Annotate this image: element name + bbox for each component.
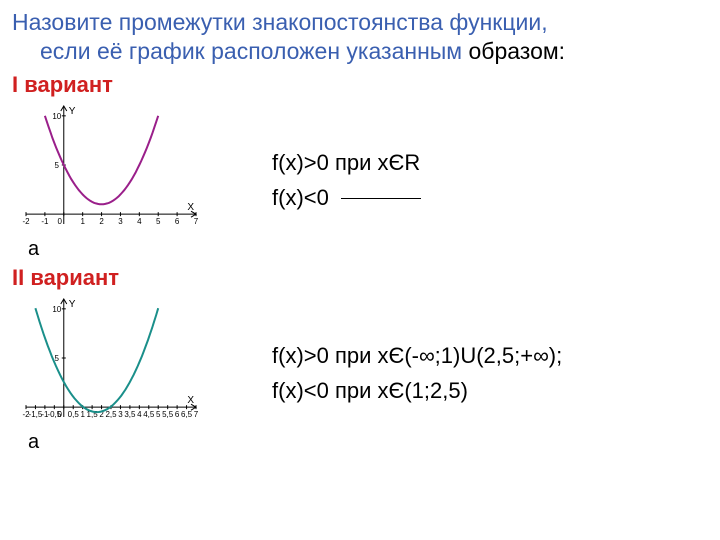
svg-text:10: 10 [52,304,61,313]
page-title: Назовите промежутки знакопостоянства фун… [12,8,708,66]
variant1-section: -2 -1 1 2 3 4 5 6 7 5 10 0 X Y а f(x)>0 при xЄR f(x)<… [12,100,708,261]
formula1b: f(x)<0 [272,185,329,210]
svg-text:7: 7 [194,217,199,226]
svg-text:5: 5 [156,410,161,419]
variant1-label: I вариант [12,72,708,98]
svg-text:5,5: 5,5 [162,410,174,419]
svg-text:6,5: 6,5 [181,410,193,419]
variant1-formulas: f(x)>0 при xЄR f(x)<0 [272,145,421,215]
title-line2b: образом: [469,38,566,64]
svg-text:5: 5 [156,217,161,226]
svg-text:0,5: 0,5 [68,410,80,419]
svg-text:7: 7 [194,410,199,419]
svg-text:4: 4 [137,410,142,419]
title-line1: Назовите промежутки знакопостоянства фун… [12,9,548,35]
svg-text:Y: Y [69,299,76,310]
svg-text:3: 3 [118,217,123,226]
svg-text:5: 5 [55,161,60,170]
svg-text:6: 6 [175,217,180,226]
svg-text:-2: -2 [22,217,30,226]
svg-text:X: X [187,202,194,213]
variant2-formulas: f(x)>0 при xЄ(-∞;1)U(2,5;+∞); f(x)<0 при… [272,338,562,408]
formula1a: f(x)>0 при xЄR [272,145,421,180]
svg-text:6: 6 [175,410,180,419]
svg-text:3: 3 [118,410,123,419]
svg-text:4: 4 [137,217,142,226]
svg-text:Y: Y [69,106,76,117]
svg-text:1: 1 [80,410,85,419]
chart2: -2-1,5-1-0,50,511,522,533,544,555,566,57… [12,293,202,433]
chart2-caption: а [28,431,39,454]
svg-text:10: 10 [52,111,61,120]
svg-text:-1: -1 [41,217,49,226]
blank-line [341,198,421,199]
svg-text:4,5: 4,5 [143,410,155,419]
chart1: -2 -1 1 2 3 4 5 6 7 5 10 0 X Y [12,100,202,240]
svg-text:2,5: 2,5 [105,410,117,419]
variant2-section: -2-1,5-1-0,50,511,522,533,544,555,566,57… [12,293,708,454]
variant2-label: II вариант [12,265,708,291]
svg-text:X: X [187,395,194,406]
formula2a: f(x)>0 при xЄ(-∞;1)U(2,5;+∞); [272,338,562,373]
chart1-caption: а [28,238,39,261]
title-line2a: если её график расположен указанным [40,38,469,64]
svg-text:3,5: 3,5 [124,410,136,419]
svg-text:0: 0 [58,217,63,226]
svg-text:0: 0 [58,410,63,419]
svg-text:1: 1 [80,217,85,226]
svg-text:5: 5 [55,354,60,363]
svg-text:2: 2 [99,217,104,226]
formula2b: f(x)<0 при xЄ(1;2,5) [272,373,562,408]
